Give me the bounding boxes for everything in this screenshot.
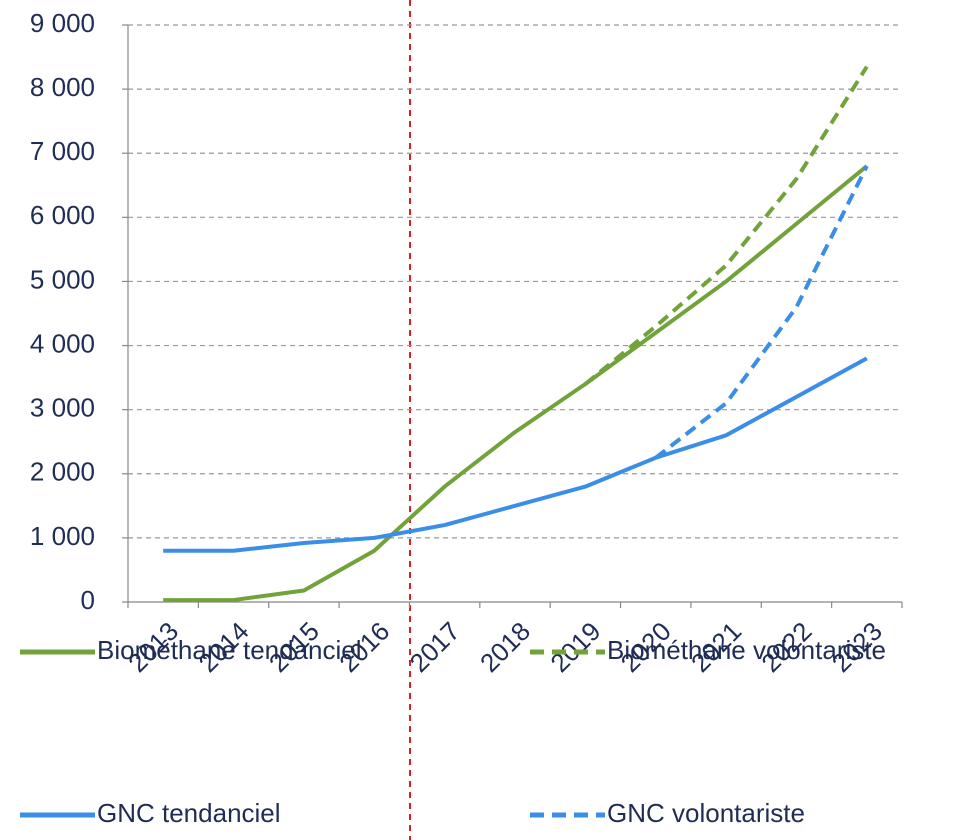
legend-label: Biométhane tendanciel [97, 635, 362, 665]
y-tick-label: 7 000 [30, 136, 95, 166]
legend-label: Biométhane volontariste [607, 635, 886, 665]
series-line [163, 164, 869, 603]
y-tick-label: 6 000 [30, 200, 95, 230]
x-tick-label: 2018 [474, 616, 536, 678]
series-line [584, 65, 869, 386]
y-tick-label: 5 000 [30, 264, 95, 294]
y-tick-label: 3 000 [30, 393, 95, 423]
y-tick-label: 1 000 [30, 521, 95, 551]
y-tick-label: 8 000 [30, 72, 95, 102]
y-tick-label: 0 [81, 585, 95, 615]
x-tick-label: 2019 [544, 616, 606, 678]
series-line [654, 165, 869, 460]
series-line [163, 356, 868, 553]
y-tick-label: 9 000 [30, 8, 95, 38]
x-tick-label: 2017 [404, 616, 466, 678]
y-tick-label: 2 000 [30, 457, 95, 487]
legend-label: GNC volontariste [607, 798, 805, 828]
y-tick-label: 4 000 [30, 328, 95, 358]
legend-label: GNC tendanciel [97, 798, 281, 828]
